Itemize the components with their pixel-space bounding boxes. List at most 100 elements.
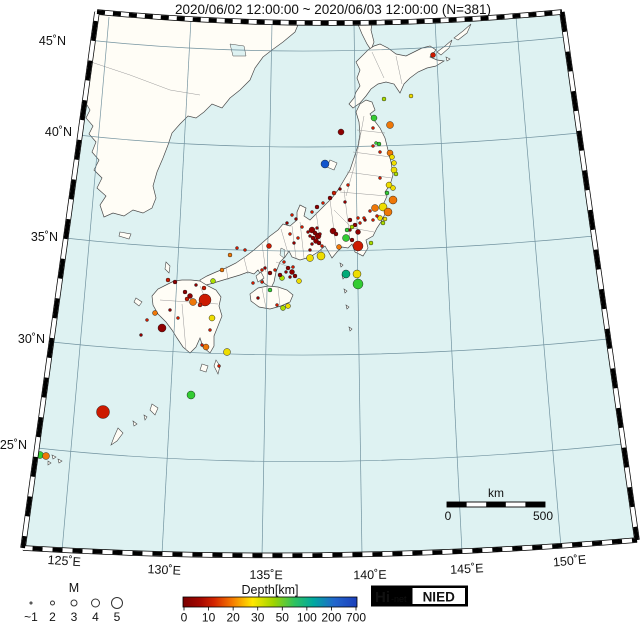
quake-marker [408, 93, 414, 99]
scale-bar-segment [525, 502, 545, 507]
quake-marker [385, 181, 393, 189]
magnitude-legend-label: ~1 [24, 610, 38, 624]
logo-hi-text: Hi [375, 589, 390, 606]
quake-marker [198, 293, 212, 307]
depth-colorbar [182, 596, 358, 608]
magnitude-legend-title: M [69, 581, 79, 595]
quake-marker [96, 405, 110, 419]
quake-marker [235, 246, 239, 250]
lat-label-30n: 30˚N [18, 332, 45, 346]
lat-label-35n: 35˚N [31, 230, 58, 244]
quake-marker [280, 305, 286, 311]
quake-marker [310, 235, 316, 241]
quake-marker [333, 231, 339, 237]
magnitude-legend-label: 2 [49, 610, 56, 624]
quake-marker [388, 195, 398, 205]
izu-islands [339, 262, 353, 332]
magnitude-legend-circle [70, 599, 78, 607]
quake-marker [201, 285, 207, 291]
quake-marker [42, 452, 50, 460]
quake-marker [186, 390, 196, 400]
quake-marker [352, 278, 364, 290]
graticule [36, 16, 624, 556]
quake-marker [260, 280, 264, 284]
quake-marker [390, 166, 398, 174]
quake-marker [352, 269, 362, 279]
quake-marker [157, 323, 167, 333]
quake-marker [378, 150, 382, 154]
lat-label-25n: 25˚N [0, 438, 27, 452]
magnitude-legend-circle [91, 598, 100, 608]
goto-islands [133, 297, 143, 307]
depth-legend: Depth[km] 0 10 20 30 50 100 200 700 [181, 583, 367, 625]
depth-colorbar-ticks: 0 10 20 30 50 100 200 700 [181, 607, 366, 625]
quake-marker [371, 126, 375, 130]
scale-bar-unit: km [488, 486, 504, 500]
lake-biwa [279, 247, 286, 259]
quake-marker [243, 248, 247, 252]
depth-tick-label: 50 [276, 611, 290, 625]
scale-bar-segment [486, 502, 506, 507]
scale-bar-min: 0 [445, 509, 452, 523]
quake-marker [187, 293, 193, 299]
quake-marker [223, 348, 231, 356]
sea-area [23, 12, 637, 556]
quake-marker [346, 183, 350, 187]
depth-tick-label: 700 [346, 611, 366, 625]
quake-marker [380, 220, 386, 226]
quake-marker [275, 303, 279, 307]
coastline-hokkaido [348, 43, 445, 109]
quake-marker [285, 303, 291, 309]
quake-marker [290, 213, 294, 217]
quake-marker [292, 241, 296, 245]
pref-line [371, 51, 403, 85]
magnitude-legend-circle [29, 601, 33, 605]
pref-lines-shikoku [261, 287, 281, 309]
quake-marker [310, 242, 314, 246]
logo-net-text: -net [391, 594, 407, 604]
quake-marker [336, 244, 342, 250]
quake-marker [358, 221, 362, 225]
depth-tick-label: 200 [321, 611, 341, 625]
quake-marker [219, 267, 225, 273]
quake-marker [391, 160, 397, 166]
quake-marker [378, 176, 382, 180]
quake-marker [386, 121, 394, 129]
quake-marker [321, 201, 325, 205]
quake-marker [371, 144, 375, 148]
quake-marker [349, 237, 355, 243]
quake-marker [285, 265, 291, 271]
lon-label-130e: 130˚E [147, 562, 181, 578]
tanegashima-island [213, 359, 221, 375]
quake-marker [310, 210, 314, 214]
logo-nied-text: NIED [423, 590, 456, 605]
quake-marker [348, 228, 352, 232]
quake-marker [355, 229, 361, 235]
magnitude-legend-circle [111, 597, 123, 609]
quake-marker [378, 202, 388, 212]
quake-marker [292, 273, 298, 279]
map-frame [20, 9, 640, 559]
magnitude-legend-circle [50, 600, 55, 606]
quake-marker [300, 225, 304, 229]
okinawa-island [110, 427, 124, 446]
yakushima-island [199, 363, 209, 373]
quake-marker [288, 232, 292, 236]
map-title: 2020/06/02 12:00:00 ~ 2020/06/03 12:00:0… [175, 2, 491, 17]
quake-marker [368, 209, 372, 213]
quake-marker [145, 318, 149, 322]
quake-marker [189, 298, 197, 306]
quake-marker [176, 316, 180, 320]
quake-marker [296, 236, 300, 240]
quake-marker [430, 52, 436, 58]
lon-label-145e: 145˚E [450, 561, 484, 577]
quake-marker [320, 159, 330, 169]
quake-marker [370, 114, 378, 122]
quake-marker [256, 296, 260, 300]
quake-marker [316, 251, 326, 261]
quake-marker [210, 278, 216, 284]
quake-marker [331, 190, 337, 196]
quake-marker [316, 240, 322, 246]
quake-marker [393, 171, 399, 177]
quake-marker [263, 266, 267, 270]
